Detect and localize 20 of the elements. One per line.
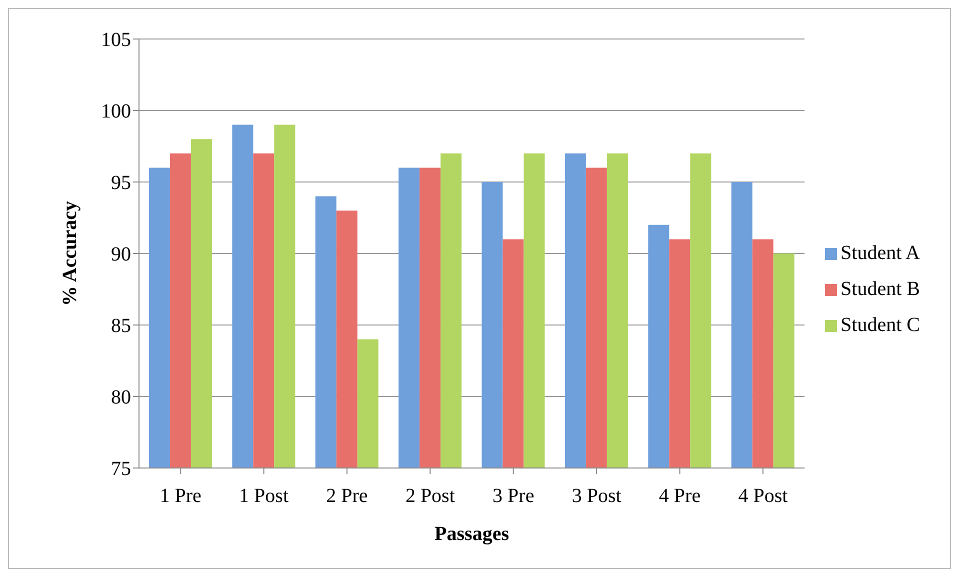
legend-label: Student C [840,314,920,336]
legend-label: Student A [840,242,920,264]
x-tick-label: 1 Post [239,485,289,508]
y-tick-label: 100 [101,100,131,123]
x-tick-label: 3 Post [572,485,622,508]
legend-label: Student B [840,278,920,300]
y-tick-label: 105 [101,29,131,52]
y-tick-label: 90 [111,244,131,266]
y-tick-label: 95 [111,172,131,194]
x-tick-label: 4 Pre [658,485,701,508]
x-tick-label: 2 Post [405,485,456,508]
x-tick-label: 1 Pre [160,485,202,508]
x-tick-label: 3 Pre [492,485,534,508]
x-tick-label: 4 Post [738,485,788,508]
y-tick-label: 75 [111,458,131,480]
y-tick-label: 85 [111,315,131,338]
x-tick-label: 2 Pre [326,485,368,508]
x-axis-title: Passages [434,523,510,545]
y-tick-label: 80 [111,386,131,409]
y-axis-title: % Accuracy [59,201,82,306]
